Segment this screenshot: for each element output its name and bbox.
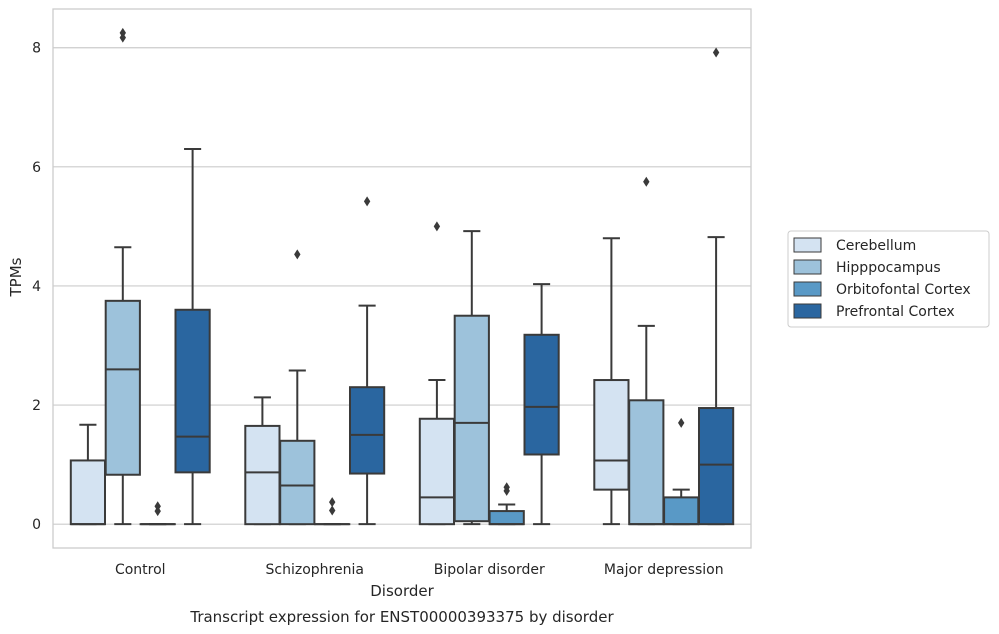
- x-axis-title: Disorder: [370, 582, 434, 600]
- box-iqr: [174, 308, 211, 474]
- y-tick-label: 8: [32, 41, 41, 57]
- box-2-1: [314, 497, 351, 526]
- box-3-2: [523, 283, 560, 526]
- box-iqr: [69, 459, 107, 526]
- box-2-2: [488, 482, 525, 526]
- box-1-0: [104, 27, 141, 526]
- outlier-point: [503, 482, 510, 493]
- x-tick-label: Control: [115, 562, 166, 578]
- box-2-0: [139, 501, 176, 526]
- box-iqr: [697, 407, 735, 526]
- box-plot-series: [69, 27, 735, 526]
- y-tick-label: 2: [32, 398, 41, 414]
- box-iqr: [279, 439, 316, 526]
- box-0-2: [418, 221, 456, 526]
- box-iqr: [663, 496, 700, 526]
- box-1-3: [628, 176, 665, 526]
- legend-swatch: [793, 303, 822, 319]
- box-1-2: [453, 230, 490, 526]
- box-iqr: [453, 314, 490, 523]
- legend-label: Orbitofontal Cortex: [836, 282, 971, 298]
- box-iqr: [523, 333, 560, 456]
- box-2-3: [663, 417, 700, 526]
- x-axis-ticks: Control Schizophrenia Bipolar disorder Majo…: [115, 562, 724, 578]
- box-3-1: [348, 196, 386, 526]
- legend-label: Prefrontal Cortex: [836, 304, 955, 320]
- outlier-point: [119, 27, 126, 38]
- outlier-point: [433, 221, 441, 232]
- y-tick-label: 4: [32, 279, 41, 295]
- box-0-0: [69, 423, 107, 526]
- legend-label: Hipppocampus: [836, 260, 941, 276]
- legend-swatch: [793, 259, 822, 275]
- y-tick-label: 0: [32, 517, 41, 533]
- box-iqr: [244, 424, 281, 526]
- box-3-0: [174, 147, 211, 526]
- outlier-point: [329, 505, 336, 516]
- x-tick-label: Bipolar disorder: [434, 562, 545, 578]
- outlier-point: [643, 176, 650, 187]
- outlier-point: [678, 417, 685, 428]
- box-iqr: [593, 379, 630, 491]
- outlier-point: [329, 497, 336, 508]
- outlier-point: [294, 249, 301, 260]
- box-3-3: [697, 47, 735, 526]
- outlier-point: [154, 501, 161, 512]
- box-1-1: [279, 249, 316, 526]
- y-axis-title: TPMs: [7, 257, 25, 297]
- box-iqr: [104, 299, 141, 476]
- box-iqr: [488, 510, 525, 526]
- legend: Cerebellum Hipppocampus Orbitofontal Corte…: [787, 230, 990, 328]
- box-0-3: [593, 237, 630, 526]
- legend-label: Cerebellum: [836, 238, 916, 254]
- outlier-point: [363, 196, 371, 207]
- y-axis-ticks: 0 2 4 6 8: [32, 41, 41, 533]
- plot-area-frame: [52, 8, 752, 549]
- box-iqr: [418, 417, 456, 526]
- legend-swatch: [793, 237, 822, 253]
- box-iqr: [348, 386, 386, 475]
- x-tick-label: Major depression: [604, 562, 724, 578]
- box-iqr: [628, 399, 665, 526]
- y-tick-label: 6: [32, 160, 41, 176]
- legend-frame: [787, 230, 990, 328]
- legend-swatch: [793, 281, 822, 297]
- x-tick-label: Schizophrenia: [266, 562, 364, 578]
- outlier-point: [712, 47, 720, 58]
- chart-caption: Transcript expression for ENST0000039337…: [189, 608, 614, 626]
- box-0-1: [244, 396, 281, 526]
